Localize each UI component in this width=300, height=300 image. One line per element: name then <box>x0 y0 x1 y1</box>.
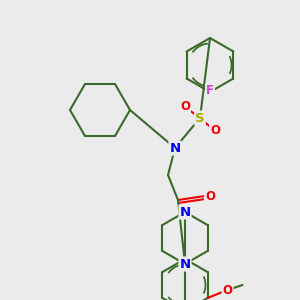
Text: S: S <box>195 112 205 124</box>
Text: N: N <box>169 142 181 154</box>
Text: N: N <box>179 206 191 218</box>
Text: O: O <box>205 190 215 202</box>
Text: O: O <box>210 124 220 137</box>
Text: O: O <box>223 284 232 296</box>
Text: F: F <box>206 85 214 98</box>
Text: O: O <box>180 100 190 113</box>
Text: N: N <box>179 257 191 271</box>
